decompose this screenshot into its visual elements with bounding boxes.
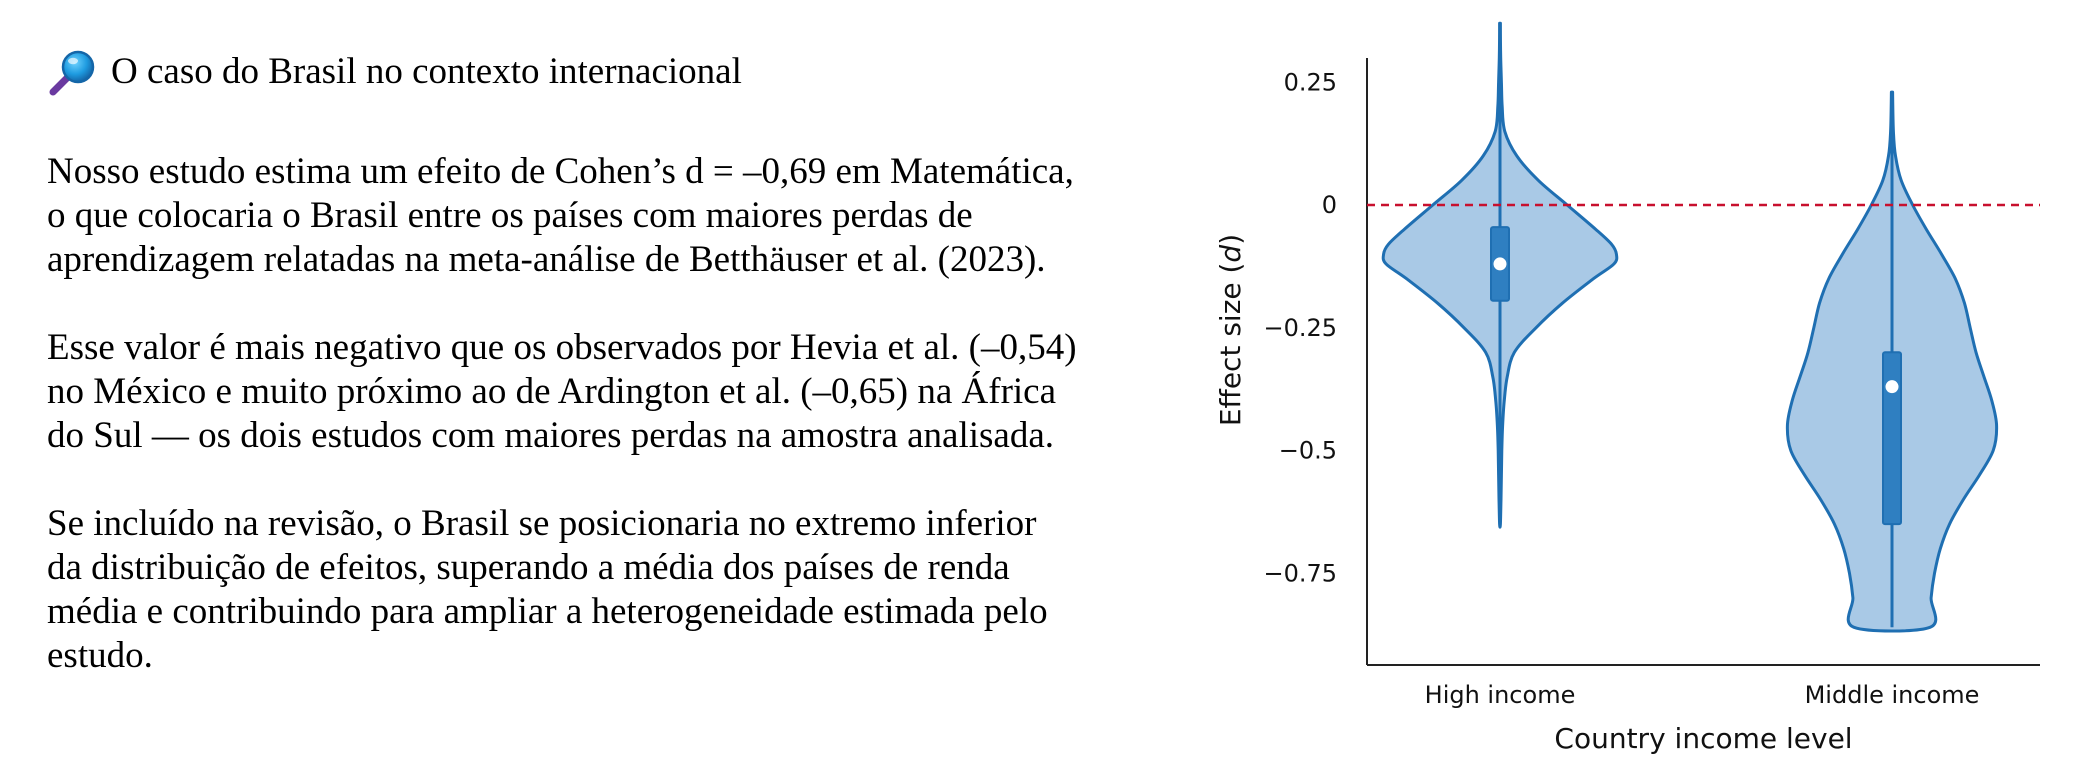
y-axis-title: Effect size (d) [1214,234,1247,426]
violin-median-dot [1493,257,1507,271]
text-line: média e contribuindo para ampliar a hete… [47,591,1048,632]
y-tick-label: −0.25 [1263,314,1337,342]
text-line: aprendizagem relatadas na meta-análise d… [47,239,1046,280]
y-tick-label: 0 [1322,191,1337,219]
text-line: da distribuição de efeitos, superando a … [47,547,1010,588]
text-line: estudo. [47,635,153,676]
magnifying-glass-icon [49,50,95,96]
text-line: o que colocaria o Brasil entre os países… [47,195,973,236]
text-line: Nosso estudo estima um efeito de Cohen’s… [47,151,1074,192]
x-tick-label: Middle income [1805,681,1980,709]
text-line: no México e muito próximo ao de Ardingto… [47,371,1057,412]
text-line: Se incluído na revisão, o Brasil se posi… [47,503,1037,544]
violin-median-dot [1885,380,1899,394]
chart-svg: 0.25 0 −0.25 −0.5 −0.75 High income Middle inc… [1214,21,2040,755]
x-axis-title: Country income level [1554,722,1852,755]
paragraph-comparison: Esse valor é mais negativo que os observ… [47,326,1197,458]
text-line: Esse valor é mais negativo que os observ… [47,327,1077,368]
y-tick-label: −0.75 [1263,559,1337,587]
heading-row: O caso do Brasil no contexto internacion… [47,40,1197,104]
paragraph-cohens-d: Nosso estudo estima um efeito de Cohen’s… [47,150,1197,282]
x-tick-label: High income [1425,681,1576,709]
text-line: do Sul — os dois estudos com maiores per… [47,415,1055,456]
y-tick-label: −0.5 [1279,437,1337,465]
violin-iqr-box [1882,351,1902,526]
violin-chart: 0.25 0 −0.25 −0.5 −0.75 High income Middle inc… [1200,0,2093,779]
y-tick-label: 0.25 [1284,68,1337,96]
page-title: O caso do Brasil no contexto internacion… [111,51,742,92]
text-panel: O caso do Brasil no contexto internacion… [47,40,1197,678]
paragraph-conclusion: Se incluído na revisão, o Brasil se posi… [47,502,1197,678]
